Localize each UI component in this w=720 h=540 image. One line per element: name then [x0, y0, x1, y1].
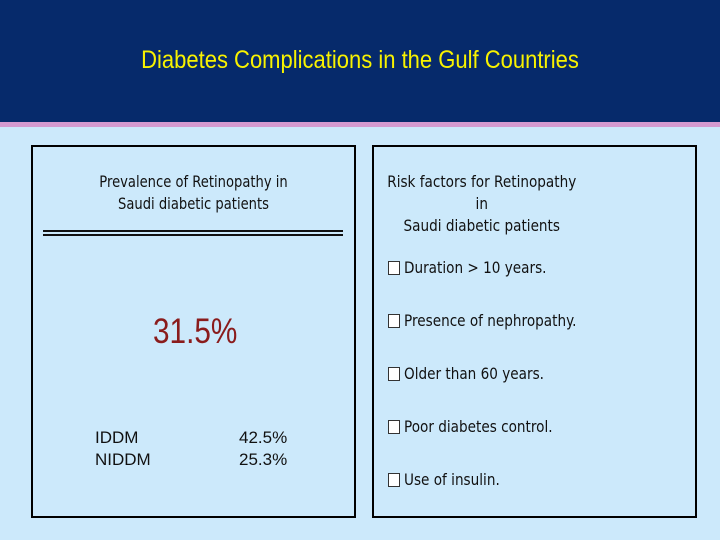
prevalence-heading-line-2: Saudi diabetic patients [118, 194, 269, 213]
prevalence-heading: Prevalence of Retinopathy in Saudi diabe… [62, 171, 325, 215]
prevalence-panel: Prevalence of Retinopathy in Saudi diabe… [31, 145, 356, 518]
type-value-niddm: 25.3% [239, 450, 288, 469]
slide-title: Diabetes Complications in the Gulf Count… [141, 46, 579, 74]
diabetes-type-values: 42.5% 25.3% [239, 427, 287, 471]
square-bullet-icon [388, 367, 400, 381]
list-item: Duration > 10 years. [388, 258, 693, 311]
risk-factor-text: Duration > 10 years. [404, 258, 547, 277]
list-item: Poor diabetes control. [388, 417, 693, 470]
list-item: Older than 60 years. [388, 364, 693, 417]
type-label-niddm: NIDDM [95, 450, 151, 469]
overall-prevalence-value: 31.5% [153, 312, 238, 351]
prevalence-heading-line-1: Prevalence of Retinopathy in [99, 172, 288, 191]
type-label-iddm: IDDM [95, 428, 139, 447]
diabetes-type-labels: IDDM NIDDM [95, 427, 151, 471]
risk-factors-list: Duration > 10 years. Presence of nephrop… [388, 258, 693, 523]
risk-factors-panel: Risk factors for Retinopathy in Saudi di… [372, 145, 697, 518]
double-divider [43, 230, 343, 236]
list-item: Use of insulin. [388, 470, 693, 523]
square-bullet-icon [388, 261, 400, 275]
risk-factor-text: Use of insulin. [404, 470, 500, 489]
risk-heading-line-2: Saudi diabetic patients [403, 216, 560, 235]
list-item: Presence of nephropathy. [388, 311, 693, 364]
risk-factor-text: Poor diabetes control. [404, 417, 553, 436]
square-bullet-icon [388, 473, 400, 487]
risk-factor-text: Presence of nephropathy. [404, 311, 577, 330]
risk-factors-heading: Risk factors for Retinopathy in Saudi di… [384, 171, 580, 237]
square-bullet-icon [388, 420, 400, 434]
title-banner: Diabetes Complications in the Gulf Count… [0, 0, 720, 127]
square-bullet-icon [388, 314, 400, 328]
type-value-iddm: 42.5% [239, 428, 288, 447]
risk-heading-line-1: Risk factors for Retinopathy in [387, 172, 577, 213]
risk-factor-text: Older than 60 years. [404, 364, 545, 383]
